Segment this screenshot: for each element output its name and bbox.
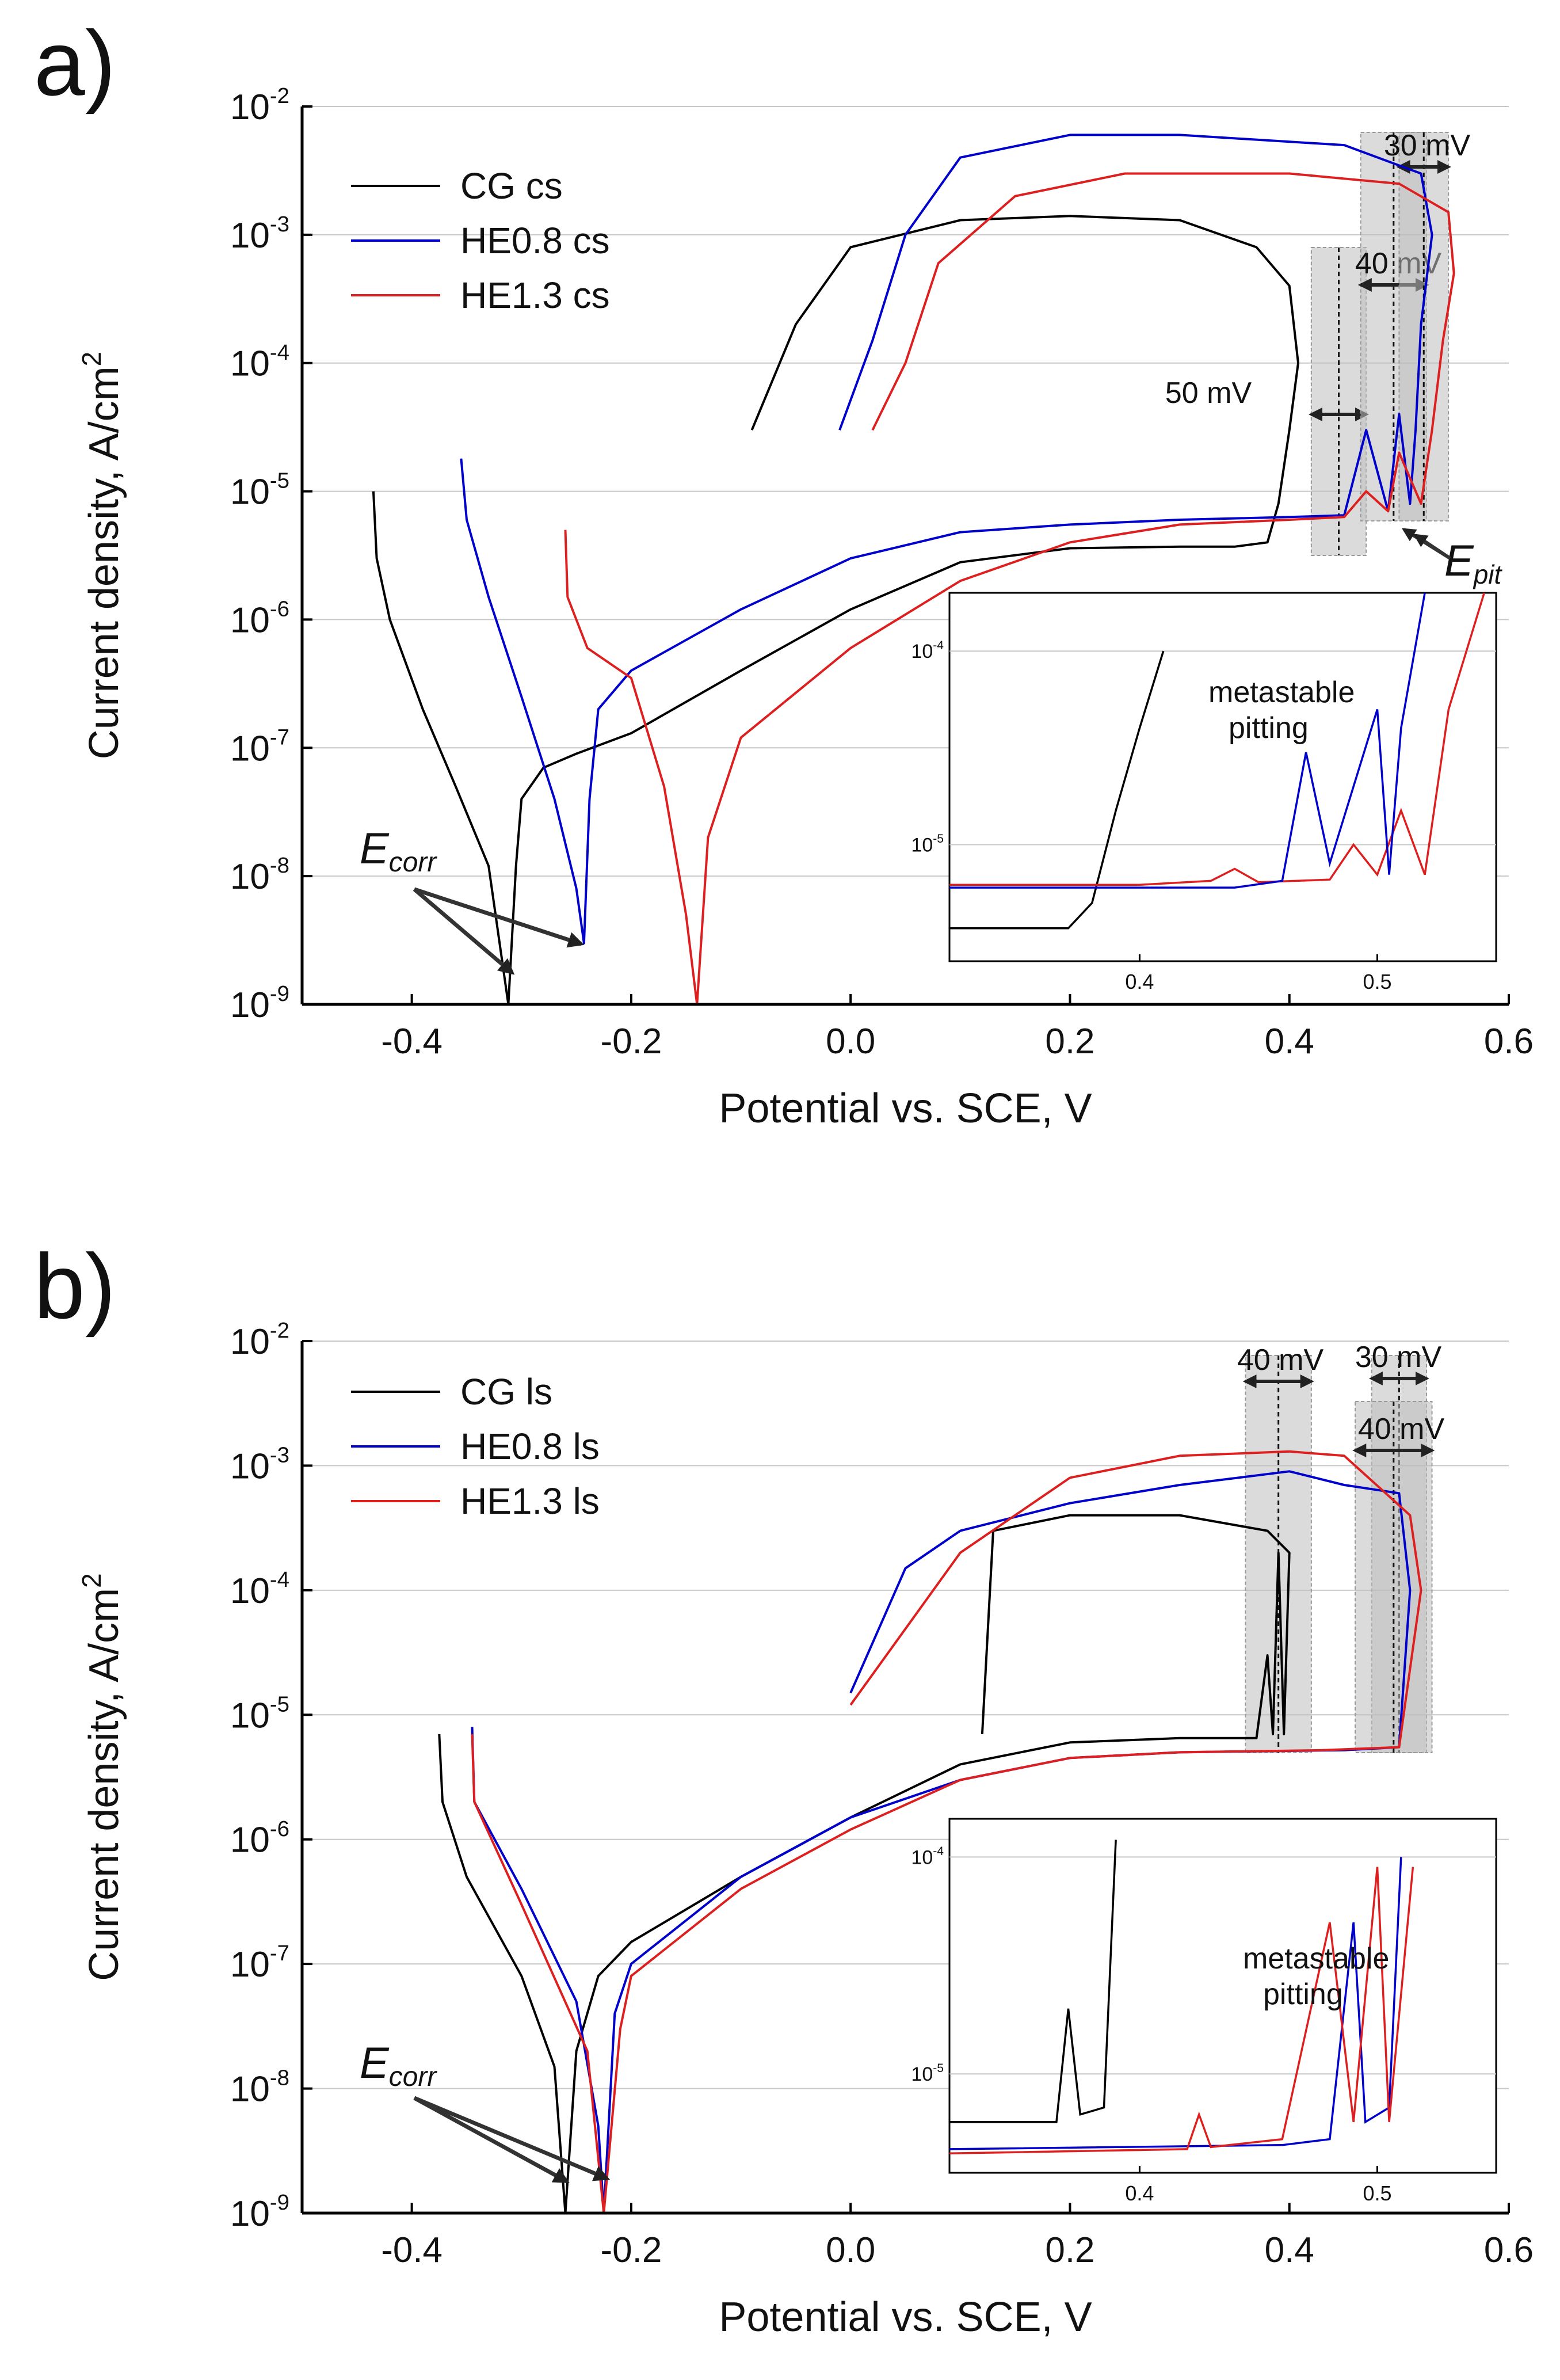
legend-label: HE0.8 cs bbox=[460, 220, 610, 261]
epit-arrow bbox=[1413, 534, 1451, 560]
panel-b: b) 10-9 10-8 10-7 10-6 10-5 10-4 10-3 10-2 40 mV 3… bbox=[34, 1235, 1534, 2340]
inset-x-tick-label: 0.4 bbox=[1125, 970, 1154, 993]
ecorr-arrow bbox=[413, 888, 515, 975]
y-tick-label: 10-5 bbox=[230, 1692, 289, 1735]
band-label: 30 mV bbox=[1355, 1341, 1442, 1374]
y-axis-title: Current density, A/cm2 bbox=[77, 1573, 127, 1981]
inset-annotation-line1: metastable bbox=[1208, 676, 1355, 709]
x-tick-label: 0.0 bbox=[826, 1022, 875, 1061]
y-tick-label: 10-8 bbox=[230, 2066, 289, 2109]
inset-y-tick-label: 10-4 bbox=[911, 1845, 944, 1868]
ecorr-label: Ecorr bbox=[360, 2039, 437, 2092]
x-tick-label: 0.4 bbox=[1265, 2230, 1314, 2270]
band-label: 50 mV bbox=[1165, 376, 1252, 410]
ecorr-arrow bbox=[413, 2096, 570, 2184]
inset-series-line bbox=[949, 592, 1485, 886]
panel-a: a)10-910-810-710-610-510-410-310-250 mV4… bbox=[34, 12, 1534, 1132]
y-tick-label: 10-6 bbox=[230, 1817, 289, 1860]
series-line-he0-8-cs bbox=[460, 134, 1433, 945]
inset-series-line bbox=[949, 1840, 1117, 2123]
y-tick-label: 10-9 bbox=[230, 981, 289, 1025]
ecorr-label: Ecorr bbox=[360, 824, 437, 878]
x-tick-label: 0.6 bbox=[1484, 2230, 1534, 2270]
panel-label: b) bbox=[34, 1235, 116, 1338]
series-line-he1-3-cs bbox=[564, 172, 1455, 1006]
epit-label: Epit bbox=[1444, 536, 1503, 589]
x-tick-label: -0.4 bbox=[381, 1022, 443, 1061]
panel-label: a) bbox=[34, 12, 116, 115]
inset-annotation-line2: pitting bbox=[1263, 1978, 1343, 2011]
x-tick-label: 0.4 bbox=[1265, 1022, 1314, 1061]
y-tick-label: 10-5 bbox=[230, 469, 289, 512]
series-line-cg-cs bbox=[372, 215, 1299, 1006]
inset-annotation-line1: metastable bbox=[1243, 1942, 1389, 1975]
y-tick-label: 10-9 bbox=[230, 2190, 289, 2234]
y-tick-label: 10-7 bbox=[230, 725, 289, 768]
inset-series-line bbox=[949, 1867, 1414, 2155]
band-label: 40 mV bbox=[1237, 1343, 1324, 1377]
x-tick-label: 0.6 bbox=[1484, 1022, 1534, 1061]
y-tick-label: 10-2 bbox=[230, 83, 289, 127]
inset-y-tick-label: 10-4 bbox=[911, 639, 944, 662]
y-tick-label: 10-2 bbox=[230, 1318, 289, 1362]
legend-label: HE0.8 ls bbox=[460, 1426, 600, 1467]
x-tick-label: 0.0 bbox=[826, 2230, 875, 2270]
y-tick-label: 10-6 bbox=[230, 597, 289, 641]
x-tick-label: -0.4 bbox=[381, 2230, 443, 2270]
y-tick-label: 10-3 bbox=[230, 212, 289, 256]
ecorr-arrow bbox=[413, 887, 585, 948]
inset-series-line bbox=[949, 592, 1426, 889]
x-tick-label: 0.2 bbox=[1045, 1022, 1094, 1061]
legend-label: CG ls bbox=[460, 1371, 552, 1412]
x-tick-label: 0.2 bbox=[1045, 2230, 1094, 2270]
legend-label: HE1.3 ls bbox=[460, 1480, 600, 1522]
x-tick-label: -0.2 bbox=[600, 1022, 662, 1061]
x-tick-label: -0.2 bbox=[600, 2230, 662, 2270]
x-axis-title: Potential vs. SCE, V bbox=[719, 1086, 1092, 1132]
inset-annotation-line2: pitting bbox=[1229, 711, 1309, 745]
y-tick-label: 10-7 bbox=[230, 1941, 289, 1985]
inset-y-tick-label: 10-5 bbox=[911, 832, 944, 856]
inset-series-line bbox=[949, 650, 1165, 930]
y-tick-label: 10-8 bbox=[230, 853, 289, 897]
inset-y-tick-label: 10-5 bbox=[911, 2062, 944, 2085]
ecorr-arrow bbox=[413, 2096, 611, 2181]
inset-frame bbox=[948, 592, 1497, 962]
legend-label: HE1.3 cs bbox=[460, 275, 610, 316]
inset-x-tick-label: 0.4 bbox=[1125, 2181, 1154, 2205]
series-line-cg-ls bbox=[438, 1514, 1291, 2214]
y-tick-label: 10-4 bbox=[230, 340, 289, 384]
y-axis-title: Current density, A/cm2 bbox=[77, 352, 127, 760]
inset-frame bbox=[948, 1818, 1497, 2174]
series-line-he1-3-ls bbox=[471, 1450, 1422, 2214]
inset-x-tick-label: 0.5 bbox=[1363, 2181, 1391, 2205]
y-tick-label: 10-4 bbox=[230, 1567, 289, 1611]
band-label: 30 mV bbox=[1384, 129, 1471, 162]
x-axis-title: Potential vs. SCE, V bbox=[719, 2294, 1092, 2340]
inset-x-tick-label: 0.5 bbox=[1363, 970, 1391, 993]
legend-label: CG cs bbox=[460, 165, 563, 207]
y-tick-label: 10-3 bbox=[230, 1443, 289, 1487]
band-label: 40 mV bbox=[1358, 1412, 1445, 1446]
